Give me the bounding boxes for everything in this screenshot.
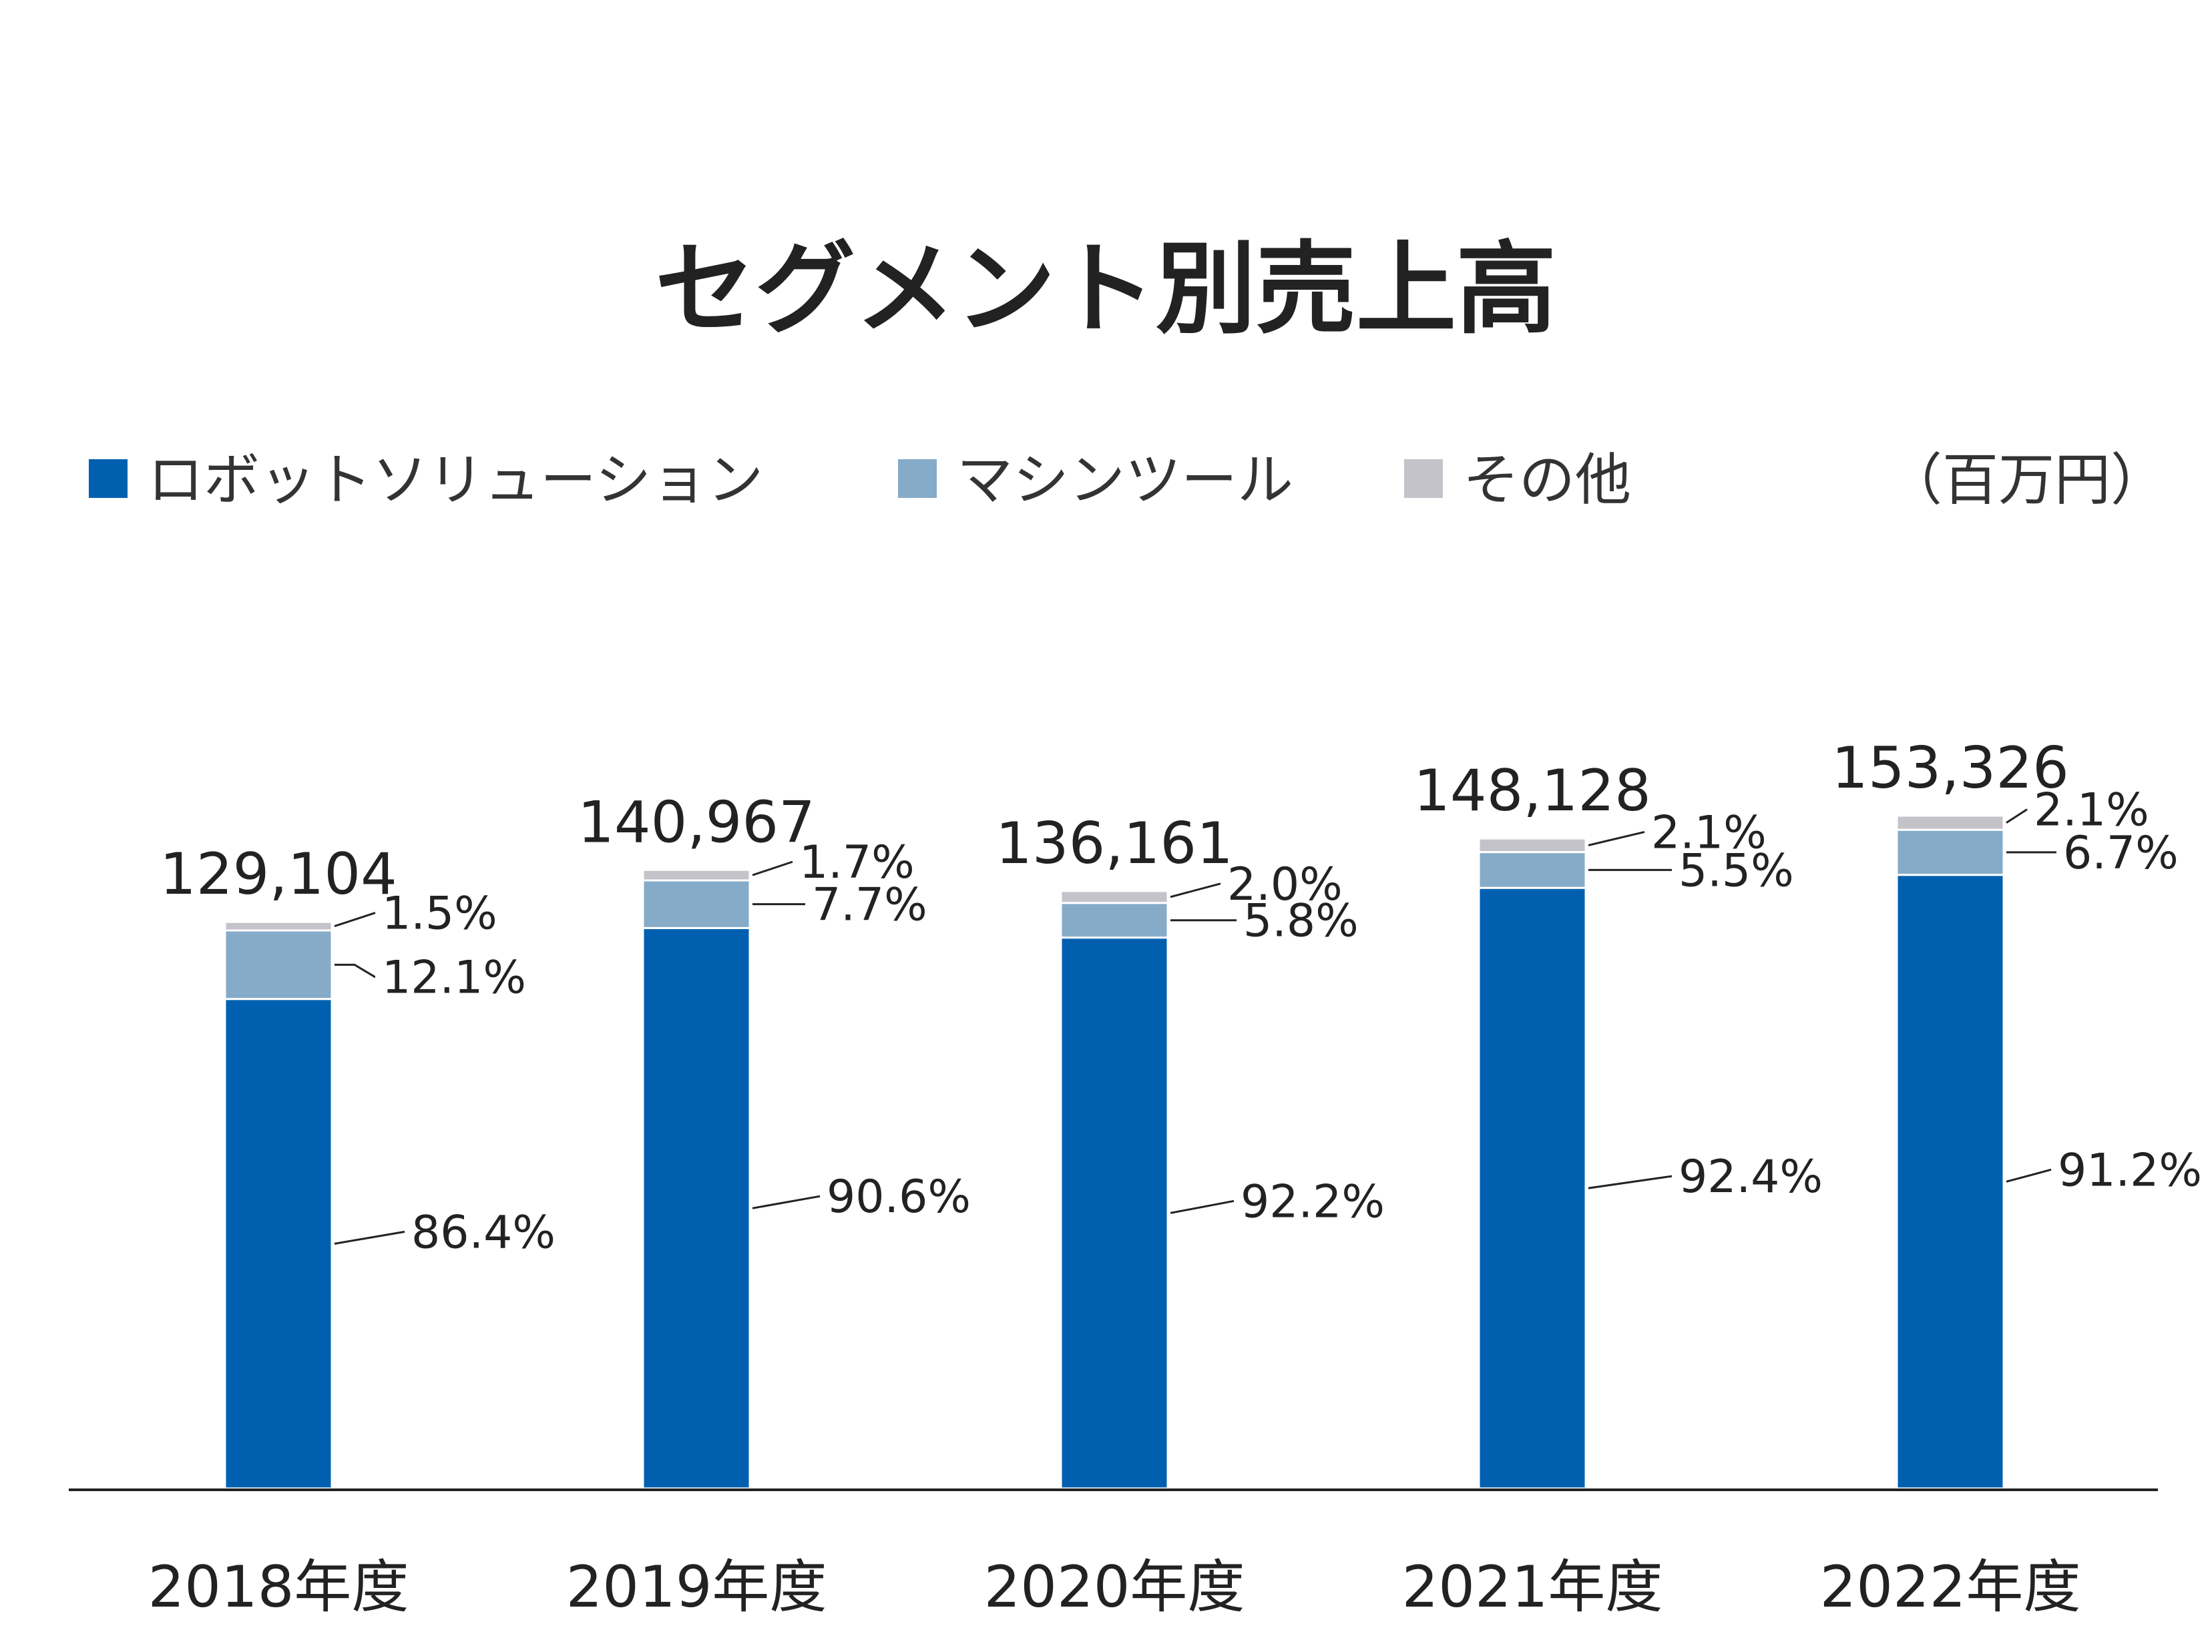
legend: ロボットソリューション マシンツール その他 (89, 447, 1631, 513)
percent-label-1-0: 90.6% (827, 1171, 971, 1223)
percent-label-0-2: 1.5% (382, 888, 497, 940)
percent-label-1-2: 1.7% (799, 836, 915, 889)
bar-segment-1-1 (642, 879, 751, 929)
bar-segment-4-1 (1896, 828, 2005, 876)
leader-line-3-0 (1588, 1175, 1673, 1189)
leader-line-0-2 (334, 912, 376, 928)
total-label-0: 129,104 (160, 841, 397, 908)
bar-segment-0-1 (224, 929, 333, 1001)
category-label-0: 2018年度 (148, 1554, 409, 1621)
bar-segment-0-0 (224, 998, 333, 1490)
bar-segment-3-2 (1478, 837, 1587, 854)
legend-label-0: ロボットソリューション (148, 447, 763, 513)
legend-swatch-0 (89, 459, 128, 498)
bar-segment-3-1 (1478, 851, 1587, 889)
bar-segment-1-2 (642, 868, 751, 882)
total-label-1: 140,967 (578, 789, 815, 856)
percent-label-4-1: 6.7% (2063, 827, 2179, 880)
bar-segment-2-0 (1060, 936, 1169, 1490)
leader-line-3-2 (1588, 830, 1645, 846)
bar-segment-3-0 (1478, 886, 1587, 1490)
category-label-3: 2021年度 (1402, 1554, 1663, 1621)
bar-segment-1-0 (642, 926, 751, 1490)
leader-line-4-0 (2006, 1168, 2052, 1183)
total-label-3: 148,128 (1413, 758, 1651, 824)
bars (224, 814, 2005, 1490)
leader-line-1-2 (752, 860, 793, 876)
leader-line-1-0 (752, 1195, 821, 1209)
bar-segment-2-1 (1060, 902, 1169, 939)
legend-label-2: その他 (1463, 447, 1631, 513)
unit-label: （百万円） (1886, 447, 2167, 513)
percent-label-3-0: 92.4% (1679, 1151, 1823, 1203)
bar-segment-4-2 (1896, 814, 2005, 831)
category-label-1: 2019年度 (566, 1554, 827, 1621)
chart-title: セグメント別売上高 (655, 232, 1556, 348)
leader-line-2-0 (1170, 1199, 1235, 1214)
percent-label-2-1: 5.8% (1243, 895, 1359, 948)
percent-label-1-1: 7.7% (812, 879, 927, 932)
bar-segment-4-0 (1896, 874, 2005, 1490)
percent-label-2-2: 2.0% (1227, 858, 1343, 911)
category-labels: 2018年度 2019年度 2020年度 2021年度 2022年度 (148, 1554, 2081, 1621)
total-label-2: 136,161 (996, 810, 1233, 877)
leader-line-0-1 (335, 963, 375, 978)
legend-swatch-1 (898, 459, 937, 498)
leader-line-2-2 (1170, 882, 1221, 898)
category-label-2: 2020年度 (984, 1554, 1245, 1621)
leader-line-4-2 (2006, 808, 2028, 824)
percent-label-3-1: 5.5% (1679, 844, 1794, 897)
legend-swatch-2 (1404, 459, 1443, 498)
legend-label-1: マシンツール (957, 447, 1293, 513)
percent-label-3-2: 2.1% (1651, 806, 1767, 859)
bar-segment-0-2 (224, 920, 333, 932)
bar-segment-2-2 (1060, 890, 1169, 904)
percent-label-4-0: 91.2% (2058, 1144, 2202, 1197)
total-label-4: 153,326 (1831, 735, 2069, 802)
percent-label-2-0: 92.2% (1241, 1175, 1385, 1228)
percent-label-0-1: 12.1% (382, 951, 526, 1004)
labels: 129,104 86.4% 12.1% 1.5% 140,967 90.6% 7.7%1.7… (160, 735, 2202, 1259)
category-label-4: 2022年度 (1820, 1554, 2081, 1621)
percent-label-4-2: 2.1% (2034, 784, 2149, 837)
leader-line-0-0 (334, 1230, 405, 1245)
percent-label-0-0: 86.4% (411, 1206, 556, 1259)
